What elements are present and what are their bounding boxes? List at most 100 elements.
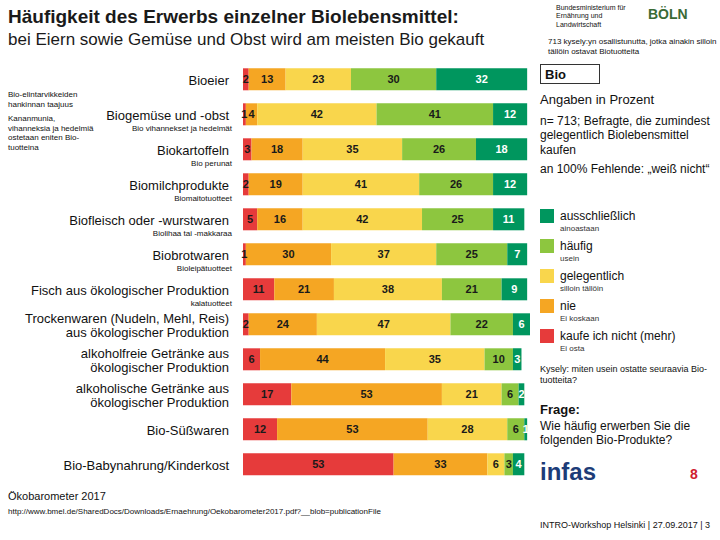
svg-text:32: 32 [476,73,488,85]
svg-text:4: 4 [516,458,523,470]
html-text:Häufigkeit des Erwerbs einzeln: Häufigkeit des Erwerbs einzelner Biolebe… [8,6,459,27]
svg-text:Biobrotwaren: Biobrotwaren [152,247,229,262]
svg-text:35: 35 [346,143,358,155]
svg-text:23: 23 [312,73,324,85]
svg-text:1: 1 [241,108,247,120]
svg-text:3: 3 [506,458,512,470]
svg-text:11: 11 [503,213,515,225]
svg-text:41: 41 [355,178,367,190]
svg-text:42: 42 [311,108,323,120]
svg-text:21: 21 [466,388,478,400]
svg-text:12: 12 [254,423,266,435]
svg-text:6: 6 [493,458,499,470]
svg-text:41: 41 [429,108,441,120]
svg-text:7: 7 [514,248,520,260]
svg-text:30: 30 [387,73,399,85]
html-text:Bundesministerium für Ernährun: Bundesministerium für Ernährung und Land… [556,4,626,28]
html-text:Ökobarometer 2017: Ökobarometer 2017 [8,490,106,502]
svg-text:alkoholfreie Getränke ausökolo: alkoholfreie Getränke ausökologischer Pr… [81,345,230,374]
svg-text:12: 12 [504,108,516,120]
html-text:Biomaitotuotteet: Biomaitotuotteet [174,194,232,203]
html-text:713 kysely:yn osallistunutta,: 713 kysely:yn osallistunutta, jotka aina… [548,37,717,56]
svg-text:alkoholische Getränke ausökolo: alkoholische Getränke ausökologischer Pr… [76,380,230,409]
svg-text:6: 6 [518,318,524,330]
svg-text:Bio-Süßwaren: Bio-Süßwaren [147,422,229,437]
html-text:infas: infas [540,458,596,485]
html-text:Frage:: Frage: [540,402,580,417]
html-text:http://www.bmel.de/SharedDocs/: http://www.bmel.de/SharedDocs/Downloads/… [8,507,381,516]
html-text:gelegentlich: gelegentlich [560,269,625,283]
html-text:Bioleipätuotteet: Bioleipätuotteet [176,264,232,273]
html-text:Biolihaa tai -makkaraa: Biolihaa tai -makkaraa [152,229,232,238]
svg-text:18: 18 [495,143,507,155]
svg-text:Biogemüse und -obst: Biogemüse und -obst [106,107,229,122]
html-text:an 100% Fehlende: „weiß nicht“: an 100% Fehlende: „weiß nicht“ [540,162,710,176]
svg-text:12: 12 [504,178,516,190]
svg-text:Bioeier: Bioeier [189,72,230,87]
html-text:häufig: häufig [560,239,593,253]
svg-text:10: 10 [493,353,505,365]
html-text:ausschließlich: ausschließlich [560,209,636,223]
svg-text:26: 26 [433,143,445,155]
svg-text:2: 2 [243,73,249,85]
svg-text:33: 33 [434,458,446,470]
svg-text:42: 42 [356,213,368,225]
svg-text:Biokartoffeln: Biokartoffeln [157,142,229,157]
svg-text:18: 18 [271,143,283,155]
svg-text:53: 53 [346,423,358,435]
html-text:n= 713; Befragte, die zumindes: n= 713; Befragte, die zumindest gelegent… [540,114,710,157]
svg-text:53: 53 [360,388,372,400]
svg-text:26: 26 [450,178,462,190]
svg-text:Trockenwaren (Nudeln, Mehl, Re: Trockenwaren (Nudeln, Mehl, Reis)aus öko… [25,310,229,339]
svg-text:22: 22 [476,318,488,330]
svg-text:38: 38 [382,283,394,295]
svg-text:1: 1 [523,423,529,435]
html-text:kaufe ich nicht (mehr): kaufe ich nicht (mehr) [560,329,676,343]
html-text:Wie häufig erwerben Sie die fo: Wie häufig erwerben Sie die folgenden Bi… [540,419,691,448]
svg-text:6: 6 [513,423,519,435]
html-text:bei Eiern sowie Gemüse und Obs: bei Eiern sowie Gemüse und Obst wird am … [8,30,485,49]
html-text:Bio-elintarvikkeiden hankinnan: Bio-elintarvikkeiden hankinnan taajuus [8,90,78,109]
svg-text:21: 21 [466,283,478,295]
svg-text:35: 35 [429,353,441,365]
svg-text:53: 53 [312,458,324,470]
svg-text:Biofleisch oder -wurstwaren: Biofleisch oder -wurstwaren [69,212,229,227]
svg-text:4: 4 [248,108,255,120]
svg-text:6: 6 [248,353,254,365]
svg-text:3: 3 [514,353,520,365]
svg-text:2: 2 [518,388,524,400]
html-text:BÖLN: BÖLN [648,6,688,22]
svg-text:Bio-Babynahrung/Kinderkost: Bio-Babynahrung/Kinderkost [64,457,230,472]
svg-text:37: 37 [378,248,390,260]
html-text:Angaben in Prozent: Angaben in Prozent [540,92,655,107]
html-text:Kananmunia, vihanneksia ja hed: Kananmunia, vihanneksia ja hedelmiä oste… [8,114,94,152]
html-text:Bio: Bio [545,67,566,82]
svg-text:21: 21 [298,283,310,295]
svg-text:44: 44 [316,353,329,365]
svg-text:2: 2 [243,178,249,190]
svg-text:24: 24 [277,318,290,330]
svg-text:1: 1 [241,248,247,260]
svg-text:13: 13 [261,73,273,85]
svg-text:30: 30 [282,248,294,260]
svg-text:6: 6 [507,388,513,400]
html-text:Kysely: miten usein ostatte se: Kysely: miten usein ostatte seuraavia Bi… [540,364,708,385]
svg-text:5: 5 [247,213,253,225]
svg-text:25: 25 [451,213,463,225]
svg-text:3: 3 [244,143,250,155]
html-text:INTRO-Workshop Helsinki | 27.0: INTRO-Workshop Helsinki | 27.09.2017 | 3 [540,520,711,530]
svg-text:9: 9 [511,283,517,295]
svg-text:28: 28 [461,423,473,435]
svg-text:11: 11 [253,283,265,295]
html-text:Bio vihannekset ja hedelmät: Bio vihannekset ja hedelmät [131,124,232,133]
svg-text:25: 25 [466,248,478,260]
svg-text:47: 47 [378,318,390,330]
svg-text:2: 2 [243,318,249,330]
svg-text:Biomilchprodukte: Biomilchprodukte [129,177,229,192]
svg-text:19: 19 [270,178,282,190]
html-text:Bio perunat: Bio perunat [191,159,232,168]
svg-text:16: 16 [274,213,286,225]
svg-text:17: 17 [261,388,273,400]
html-text:nie: nie [560,299,576,313]
svg-text:Fisch aus ökologischer Produkt: Fisch aus ökologischer Produktion [31,282,229,297]
